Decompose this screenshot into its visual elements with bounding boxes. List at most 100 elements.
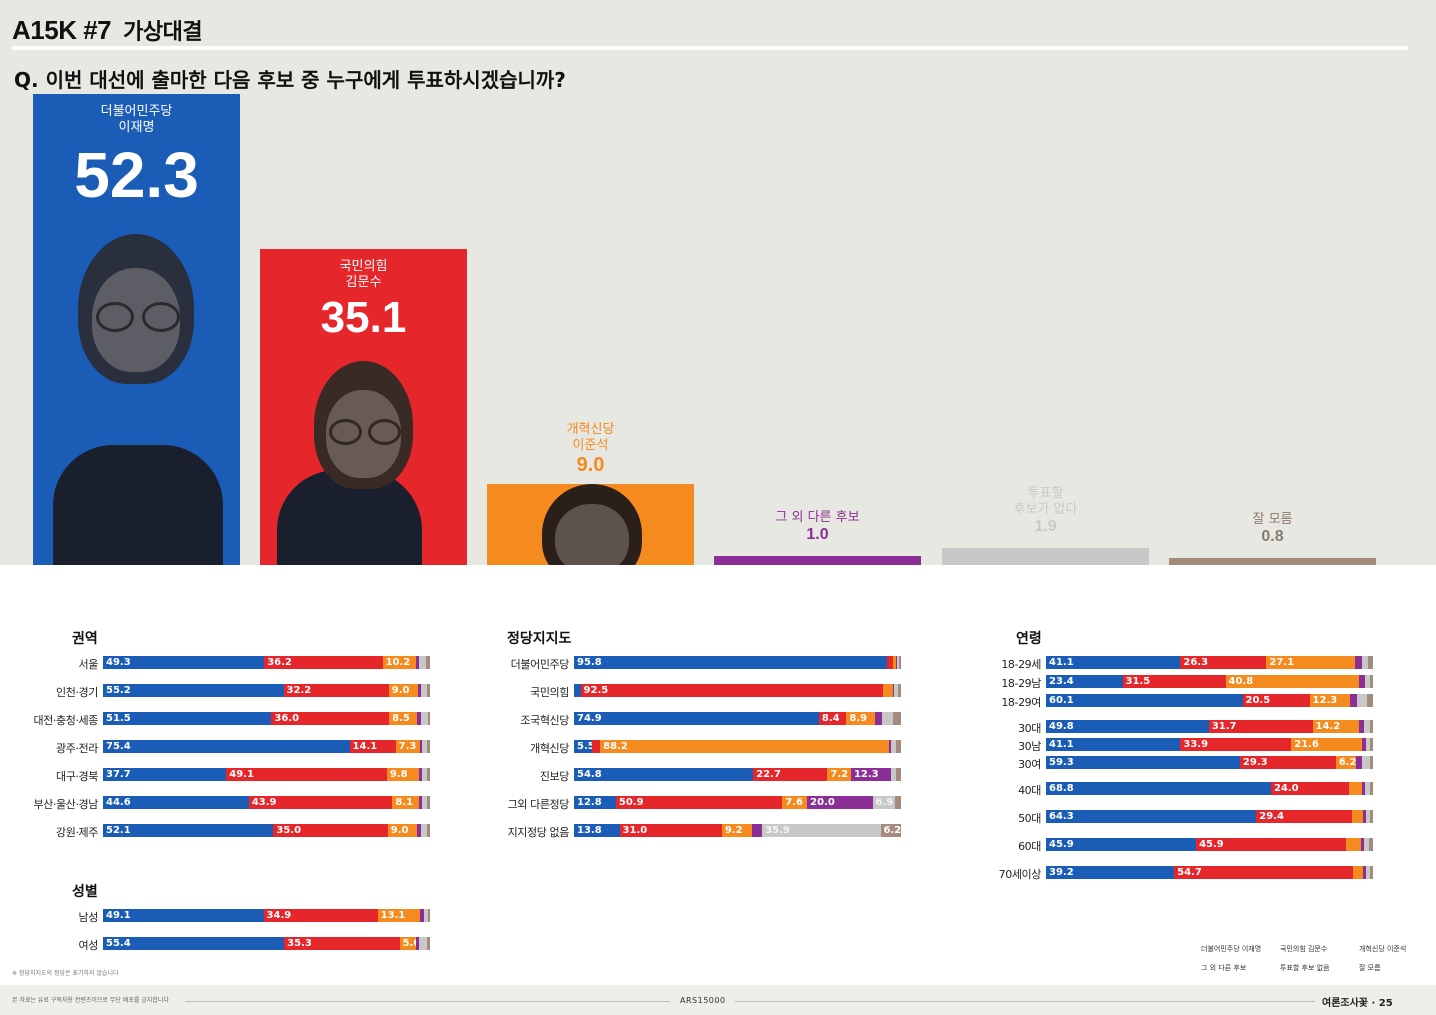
bar-segment: 75.4	[103, 740, 350, 753]
bar-segment	[1361, 782, 1366, 795]
bar-segment	[426, 796, 430, 809]
row-label: 부산·울산·경남	[33, 798, 98, 811]
segment-value-label: 74.9	[577, 713, 602, 724]
row-label: 30여	[1018, 758, 1041, 771]
bar-segment	[419, 937, 427, 950]
segment-value-label: 55.4	[106, 938, 131, 949]
bar-party-label: 국민의힘	[339, 259, 388, 274]
row-label: 60대	[1018, 840, 1041, 853]
segment-value-label: 27.1	[1269, 657, 1295, 668]
bar-value-label: 35.1	[320, 293, 407, 342]
bar-segment: 35.3	[284, 937, 400, 950]
bar-segment: 5.0	[399, 937, 416, 950]
bar-segment	[898, 684, 901, 697]
section-title: 가상대결	[123, 19, 203, 44]
bar-segment: 41.1	[1046, 738, 1181, 751]
bar-segment	[893, 712, 901, 725]
segment-value-label: 29.4	[1259, 811, 1284, 822]
bar-segment: 74.9	[574, 712, 819, 725]
segment-value-label: 12.3	[1312, 695, 1338, 706]
footer-page: 여론조사꽃 · 25	[1322, 998, 1393, 1009]
portrait-glasses-left	[96, 302, 134, 332]
row-label: 여성	[78, 939, 99, 952]
segment-value-label: 9.0	[391, 685, 410, 696]
legend-label: 잘 모름	[1359, 964, 1381, 972]
bar-segment: 49.1	[103, 909, 264, 922]
bar-segment	[1365, 782, 1371, 795]
bar-segment: 49.8	[1046, 720, 1209, 733]
row-label: 그외 다른정당	[507, 798, 570, 811]
section-title-party: 정당지지도	[507, 631, 572, 647]
bar-segment: 45.9	[1196, 838, 1347, 851]
segment-value-label: 8.5	[392, 713, 410, 724]
bar-segment: 8.1	[392, 796, 419, 809]
bar-segment	[418, 768, 422, 781]
stacked-bar: 44.6 43.9 8.1	[103, 796, 430, 809]
bar-value-label: 1.0	[806, 526, 829, 543]
bar-segment	[427, 824, 430, 837]
row-label: 50대	[1018, 812, 1041, 825]
segment-value-label: 21.6	[1294, 739, 1319, 750]
bar-segment: 50.9	[615, 796, 783, 809]
segment-value-label: 44.6	[106, 797, 131, 808]
footer-rule-right	[735, 1001, 1315, 1002]
row-label: 18-29세	[1001, 658, 1041, 671]
bar-segment	[1346, 838, 1361, 851]
row-label: 남성	[78, 911, 99, 924]
row-label: 조국혁신당	[520, 714, 569, 727]
stacked-bar: 49.3 36.2 10.2	[103, 656, 430, 669]
segment-value-label: 95.8	[577, 657, 602, 668]
footer-disclaimer: 본 자료는 유료 구독자용 컨텐츠이므로 무단 배포를 금지합니다	[12, 997, 169, 1004]
row-label: 광주·전라	[56, 742, 98, 755]
bar-segment	[1370, 810, 1373, 823]
bar-segment	[427, 740, 430, 753]
bar-segment	[895, 796, 901, 809]
bar-value-label: 9.0	[576, 454, 605, 476]
bar-party-label: 더불어민주당	[100, 104, 173, 119]
bar-segment: 12.3	[1309, 694, 1350, 707]
bar-segment: 31.0	[619, 824, 722, 837]
bar-segment	[1368, 838, 1373, 851]
row-label: 대전·충청·세종	[33, 714, 98, 727]
bar-segment: 8.4	[818, 712, 847, 725]
segment-value-label: 12.3	[853, 769, 879, 780]
bar-segment	[1363, 866, 1367, 879]
segment-value-label: 26.3	[1183, 657, 1209, 668]
bar-segment: 55.4	[103, 937, 285, 950]
bar-segment	[1358, 675, 1365, 688]
segment-value-label: 41.1	[1049, 739, 1074, 750]
segment-value-label: 20.0	[810, 797, 835, 808]
bar-segment	[1360, 838, 1365, 851]
stacked-bar: 55.4 35.3 5.0	[103, 937, 430, 950]
segment-value-label: 31.5	[1125, 676, 1151, 687]
bar-segment	[897, 656, 900, 669]
footer: 본 자료는 유료 구독자용 컨텐츠이므로 무단 배포를 금지합니다 ARS150…	[0, 985, 1436, 1015]
bar-segment	[415, 656, 420, 669]
segment-value-label: 9.0	[390, 825, 409, 836]
bar-segment: 64.3	[1046, 810, 1257, 823]
bar-segment	[591, 740, 601, 753]
bar-segment	[1369, 756, 1373, 769]
bar-segment	[1364, 675, 1370, 688]
stacked-bar: 49.8 31.7 14.2	[1046, 720, 1373, 733]
segment-value-label: 20.5	[1245, 695, 1271, 706]
bar-segment: 37.7	[103, 768, 227, 781]
bar-party-label: 개혁신당	[566, 422, 615, 437]
bar-segment: 20.5	[1242, 694, 1310, 707]
portrait-body	[53, 445, 223, 565]
segment-value-label: 55.2	[106, 685, 131, 696]
stacked-bar: 59.3 29.3 6.2	[1046, 756, 1373, 769]
bar-segment: 7.3	[395, 740, 420, 753]
stacked-bar: 5.5 88.2	[574, 740, 901, 753]
bar-segment	[421, 684, 427, 697]
segment-value-label: 34.9	[266, 910, 292, 921]
row-label: 더불어민주당	[510, 658, 570, 671]
bar-segment	[894, 684, 899, 697]
bar-segment: 49.3	[103, 656, 265, 669]
bar-segment: 6.2	[1335, 756, 1356, 769]
page-title: A15K #7 가상대결	[12, 14, 203, 46]
segment-value-label: 32.2	[286, 685, 312, 696]
stacked-bar: 51.5 36.0 8.5	[103, 712, 430, 725]
bar-segment	[893, 656, 897, 669]
bar-segment	[1358, 720, 1364, 733]
